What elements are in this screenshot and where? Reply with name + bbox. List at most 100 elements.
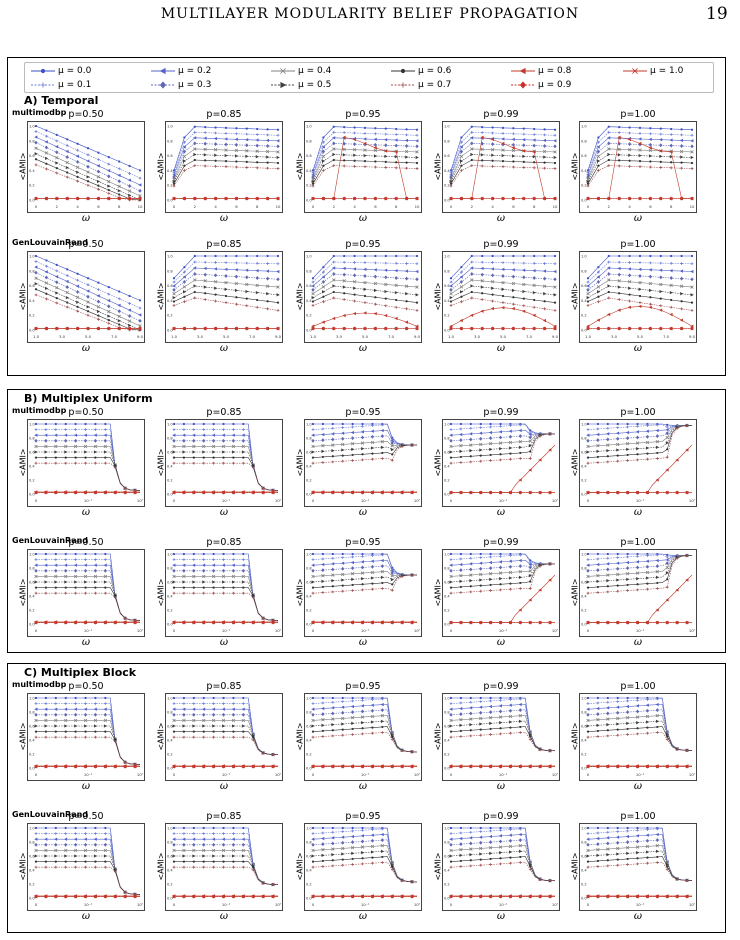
data-point [214,153,218,157]
data-point [83,620,88,625]
data-point [449,854,453,858]
data-point [361,588,364,592]
data-point [617,308,621,312]
data-point [261,490,265,495]
data-point [616,422,619,426]
data-point [212,696,215,700]
data-point [508,703,512,707]
x-tick-label: 5.0 [223,334,230,339]
x-tick-label: 8 [670,204,673,209]
legend-entry: μ = 0.8 [511,64,571,77]
data-point [384,297,387,300]
series-line [36,553,141,621]
data-point [331,859,334,862]
legend-label: μ = 1.0 [650,65,684,76]
y-tick-label: 0.6 [29,581,35,585]
data-point [586,303,590,307]
series-line [174,731,279,755]
data-point [311,295,315,300]
y-tick-label: 0.2 [581,753,587,757]
x-tick-label: 10⁻¹ [636,772,645,777]
data-point [84,702,87,705]
data-point [44,444,48,449]
data-point [55,263,58,266]
data-point [84,696,87,700]
series-line [587,698,693,751]
data-point [361,583,364,586]
data-point [586,854,590,858]
data-point [331,620,335,625]
data-point [84,826,87,830]
data-point [521,309,526,313]
subplot-title: p=0.95 [345,109,381,120]
data-point [211,574,216,579]
y-tick-label: 1.0 [581,255,587,259]
data-point [586,707,590,711]
y-tick-label: 0.0 [444,199,450,203]
series-line [312,720,418,753]
x-axis-label: ω [219,213,229,224]
data-point [331,734,335,738]
data-point [251,596,255,599]
data-point [232,826,235,830]
data-point [449,438,453,443]
data-point [212,461,216,465]
data-point [606,578,610,583]
y-axis-label: <AMI> [295,578,305,607]
data-point [617,164,621,168]
data-point [352,196,357,201]
data-point [384,127,387,130]
data-point [350,716,355,720]
data-point [499,453,502,456]
data-point [97,309,101,314]
data-point [361,698,364,702]
data-point [255,166,259,170]
data-point [380,708,385,713]
data-point [449,490,453,495]
data-point [665,585,669,589]
data-point [76,142,79,145]
data-point [459,894,463,899]
data-point [390,620,394,625]
data-point [469,620,473,625]
data-point [508,490,513,495]
data-point [114,464,117,468]
data-point [488,566,493,571]
data-point [459,706,463,711]
data-point [54,574,58,579]
series-line [587,703,693,751]
plot-area: 0.0 0.2 0.4 0.6 0.8 1.0 0 10⁻¹ 10⁰ [579,419,697,507]
data-point [214,131,217,135]
data-point [655,719,660,724]
data-point [384,326,388,331]
y-tick-label: 0.6 [29,855,35,859]
data-point [469,443,473,447]
data-point [449,277,453,280]
data-point [193,125,196,128]
data-point [221,490,226,495]
data-point [543,307,546,311]
data-point [193,196,197,201]
y-tick-label: 0.6 [306,581,312,585]
data-point [538,878,542,882]
data-point [509,726,512,729]
data-point [55,166,58,170]
data-point [532,276,536,280]
data-point [64,730,67,733]
data-point [384,196,388,201]
data-point [659,326,663,331]
x-tick-label: 9.0 [689,334,696,339]
data-point [172,326,176,331]
data-point [63,837,68,841]
data-point [76,175,79,179]
data-point [203,285,208,289]
data-point [511,137,515,141]
data-point [75,289,80,294]
data-point [586,196,590,201]
data-point [311,702,315,705]
data-point [83,490,88,495]
data-point [512,160,515,163]
data-point [255,261,259,265]
data-point [665,428,669,432]
data-point [489,829,493,833]
